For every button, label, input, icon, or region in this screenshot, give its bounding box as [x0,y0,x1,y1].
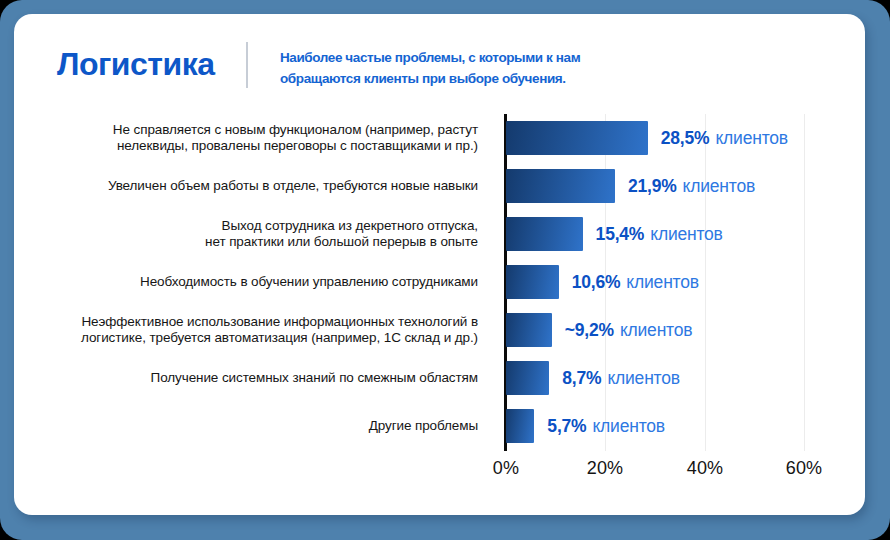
value-suffix: клиентов [607,368,680,389]
category-label: Необходимость в обучении управлению сотр… [44,258,478,306]
value-label: 5,7% клиентов [547,402,665,450]
value-label: 10,6%клиентов [572,258,699,306]
x-tick-20: 20% [587,458,624,479]
value-label: 8,7% клиентов [562,354,680,402]
category-label-text: Не справляется с новым функционалом (нап… [113,122,478,155]
value-number: 15,4% [596,224,645,245]
category-label-text: Неэффективное использование информационн… [81,314,478,347]
category-label-text: Другие проблемы [369,418,478,435]
category-label: Не справляется с новым функционалом (нап… [44,114,478,162]
value-number: 5,7% [547,416,586,437]
chart-row: Выход сотрудника из декретного отпуска, … [14,210,865,258]
value-label: 21,9% клиентов [628,162,755,210]
value-number: 28,5% [661,128,710,149]
value-label: 15,4%клиентов [596,210,723,258]
bar [506,169,615,203]
category-label: Увеличен объем работы в отделе, требуютс… [44,162,478,210]
chart-row: Другие проблемы 5,7% клиентов [14,402,865,450]
bar [506,217,583,251]
value-number: 8,7% [562,368,601,389]
category-label-text: Необходимость в обучении управлению сотр… [140,274,478,291]
value-suffix: клиентов [620,320,693,341]
x-tick-40: 40% [687,458,724,479]
category-label: Неэффективное использование информационн… [44,306,478,354]
category-label: Получение системных знаний по смежным об… [44,354,478,402]
value-label: ~9,2% клиентов [565,306,693,354]
chart-row: Увеличен объем работы в отделе, требуютс… [14,162,865,210]
chart-row: Получение системных знаний по смежным об… [14,354,865,402]
bar [506,409,534,443]
category-label-text: Выход сотрудника из декретного отпуска, … [205,218,478,251]
value-number: 10,6% [572,272,621,293]
bar [506,121,648,155]
value-suffix: клиентов [683,176,756,197]
chart-row: Неэффективное использование информационн… [14,306,865,354]
bar [506,265,559,299]
category-label: Выход сотрудника из декретного отпуска, … [44,210,478,258]
category-label-text: Получение системных знаний по смежным об… [151,370,478,387]
bar-chart: Не справляется с новым функционалом (нап… [14,14,865,515]
bar [506,313,552,347]
value-label: 28,5%клиентов [661,114,788,162]
bar [506,361,549,395]
slide-background: Логистика Наиболее частые проблемы, с ко… [0,0,890,540]
category-label: Другие проблемы [44,402,478,450]
value-suffix: клиентов [626,272,699,293]
value-number: ~9,2% [565,320,614,341]
chart-row: Не справляется с новым функционалом (нап… [14,114,865,162]
value-suffix: клиентов [650,224,723,245]
value-suffix: клиентов [592,416,665,437]
chart-card: Логистика Наиболее частые проблемы, с ко… [14,14,865,515]
x-tick-60: 60% [786,458,823,479]
category-label-text: Увеличен объем работы в отделе, требуютс… [108,178,478,195]
chart-row: Необходимость в обучении управлению сотр… [14,258,865,306]
value-number: 21,9% [628,176,677,197]
value-suffix: клиентов [715,128,788,149]
x-tick-0: 0% [493,458,519,479]
